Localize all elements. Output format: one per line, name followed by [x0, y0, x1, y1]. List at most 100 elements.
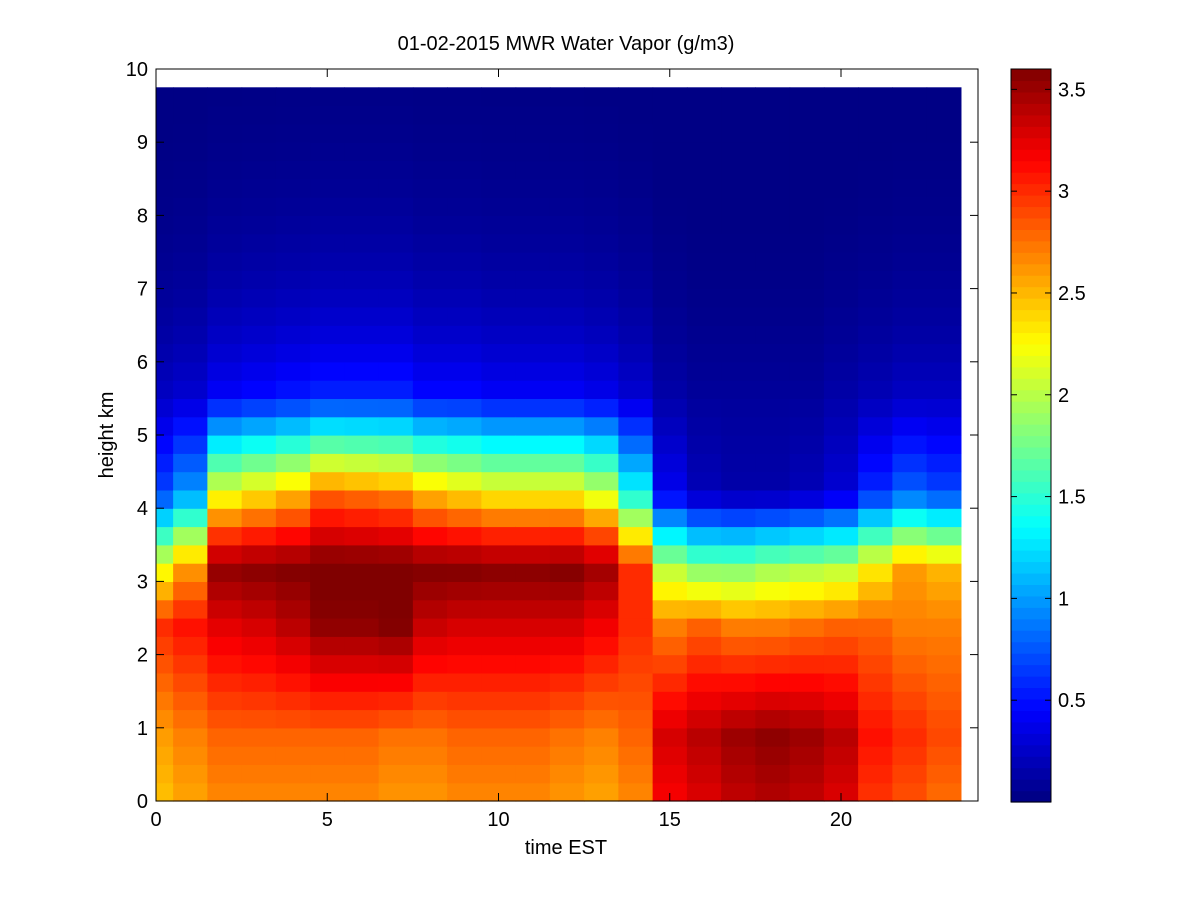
- heatmap-cell: [481, 87, 517, 107]
- heatmap-cell: [275, 691, 311, 711]
- heatmap-cell: [310, 471, 345, 491]
- heatmap-cell: [412, 288, 448, 308]
- heatmap-cell: [686, 197, 722, 216]
- heatmap-cell: [241, 691, 277, 711]
- heatmap-cell: [858, 471, 893, 491]
- heatmap-cell: [344, 325, 380, 345]
- heatmap-cell: [447, 233, 482, 253]
- heatmap-cell: [686, 325, 722, 345]
- heatmap-cell: [755, 508, 791, 528]
- heatmap-cell: [858, 508, 893, 528]
- heatmap-cell: [241, 636, 277, 656]
- colorbar-swatch: [1011, 80, 1051, 93]
- heatmap-cell: [447, 142, 482, 162]
- heatmap-cell: [275, 233, 311, 253]
- heatmap-cell: [789, 782, 825, 802]
- heatmap-cell: [858, 160, 893, 180]
- heatmap-cell: [549, 764, 585, 784]
- heatmap-cell: [515, 416, 551, 436]
- heatmap-cell: [584, 361, 619, 381]
- heatmap-cell: [755, 105, 791, 125]
- heatmap-cell: [156, 672, 174, 692]
- heatmap-cell: [344, 746, 380, 765]
- heatmap-cell: [618, 288, 654, 308]
- heatmap-cell: [926, 288, 962, 308]
- heatmap-cell: [173, 123, 208, 143]
- heatmap-cell: [618, 526, 654, 546]
- x-tick-label: 5: [322, 809, 333, 831]
- heatmap-cell: [241, 306, 277, 326]
- heatmap-cell: [858, 618, 893, 637]
- colorbar-swatch: [1011, 435, 1051, 448]
- heatmap-cell: [515, 746, 551, 765]
- heatmap-cell: [207, 489, 243, 509]
- heatmap-cell: [618, 709, 654, 729]
- heatmap-cell: [721, 672, 756, 692]
- x-tick-label: 10: [487, 809, 509, 831]
- heatmap-cell: [156, 618, 174, 637]
- heatmap-cell: [858, 544, 893, 564]
- heatmap-cell: [858, 526, 893, 546]
- colorbar-swatch: [1011, 481, 1051, 494]
- heatmap-cell: [412, 746, 448, 765]
- heatmap-cell: [549, 746, 585, 765]
- heatmap-cell: [481, 764, 517, 784]
- heatmap-cell: [789, 398, 825, 418]
- heatmap-cell: [275, 142, 311, 162]
- heatmap-cell: [858, 142, 893, 162]
- heatmap-cell: [652, 691, 688, 711]
- heatmap-cell: [789, 306, 825, 326]
- heatmap-cell: [789, 142, 825, 162]
- heatmap-cell: [447, 325, 482, 345]
- heatmap-cell: [584, 416, 619, 436]
- heatmap-cell: [926, 380, 962, 399]
- heatmap-cell: [584, 526, 619, 546]
- heatmap-cell: [275, 453, 311, 473]
- heatmap-cell: [652, 306, 688, 326]
- heatmap-cell: [721, 252, 756, 271]
- heatmap-cell: [584, 343, 619, 363]
- heatmap-cell: [926, 252, 962, 271]
- colorbar-swatch: [1011, 412, 1051, 425]
- heatmap-cell: [378, 87, 414, 107]
- heatmap-cell: [686, 618, 722, 637]
- heatmap-cell: [652, 325, 688, 345]
- heatmap-cell: [652, 142, 688, 162]
- heatmap-cell: [344, 709, 380, 729]
- heatmap-cell: [241, 123, 277, 143]
- heatmap-cell: [584, 270, 619, 290]
- colorbar-swatch: [1011, 252, 1051, 265]
- heatmap-cell: [344, 471, 380, 491]
- heatmap-cell: [549, 727, 585, 747]
- heatmap-cell: [549, 178, 585, 198]
- y-tick-label: 3: [137, 571, 148, 593]
- heatmap-cell: [789, 288, 825, 308]
- heatmap-cell: [241, 453, 277, 473]
- heatmap-cell: [412, 599, 448, 619]
- heatmap-cell: [789, 87, 825, 107]
- heatmap-cell: [173, 87, 208, 107]
- heatmap-cell: [447, 398, 482, 418]
- heatmap-cell: [515, 636, 551, 656]
- colorbar-swatch: [1011, 458, 1051, 471]
- heatmap-cell: [173, 142, 208, 162]
- heatmap-cell: [618, 123, 654, 143]
- heatmap-cell: [755, 746, 791, 765]
- heatmap-cell: [892, 343, 928, 363]
- heatmap-cell: [173, 416, 208, 436]
- heatmap-cell: [549, 123, 585, 143]
- heatmap-cell: [789, 727, 825, 747]
- colorbar-swatch: [1011, 172, 1051, 185]
- heatmap-cell: [310, 361, 345, 381]
- heatmap-cell: [344, 288, 380, 308]
- heatmap-cell: [652, 599, 688, 619]
- heatmap-cell: [156, 581, 174, 601]
- heatmap-cell: [207, 270, 243, 290]
- heatmap-cell: [173, 233, 208, 253]
- heatmap-cell: [310, 654, 345, 674]
- heatmap-cell: [173, 618, 208, 637]
- heatmap-cell: [515, 599, 551, 619]
- heatmap-cell: [207, 563, 243, 582]
- heatmap-cell: [173, 197, 208, 216]
- heatmap-cell: [686, 544, 722, 564]
